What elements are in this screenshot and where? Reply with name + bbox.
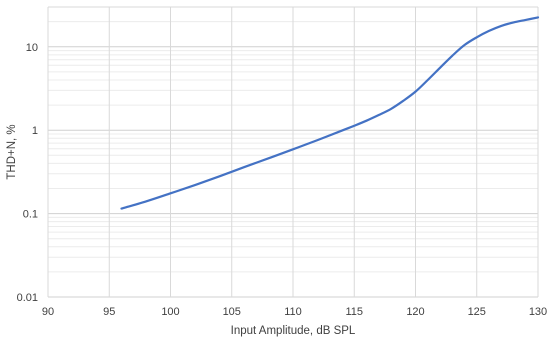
x-tick-label: 110: [284, 306, 302, 318]
x-axis-title: Input Amplitude, dB SPL: [231, 325, 356, 337]
x-tick-label: 100: [161, 306, 179, 318]
x-tick-label: 105: [223, 306, 241, 318]
y-tick-labels: 0.01 0.1 1 10: [17, 42, 38, 304]
x-tick-label: 90: [42, 306, 54, 318]
x-tick-label: 115: [345, 306, 363, 318]
x-tick-label: 120: [406, 306, 424, 318]
y-tick-label: 0.1: [23, 209, 38, 221]
series-line: [120, 16, 540, 210]
y-tick-label: 0.01: [17, 292, 38, 304]
grid: [47, 6, 539, 298]
x-tick-label: 125: [468, 306, 486, 318]
y-tick-label: 10: [26, 42, 38, 54]
x-tick-label: 130: [529, 306, 547, 318]
series-layer: [120, 16, 540, 210]
x-tick-label: 95: [103, 306, 115, 318]
x-tick-labels: 90 95 100 105 110 115 120 125 130: [42, 306, 547, 318]
y-tick-label: 1: [32, 125, 38, 137]
y-axis-title: THD+N, %: [6, 124, 18, 179]
